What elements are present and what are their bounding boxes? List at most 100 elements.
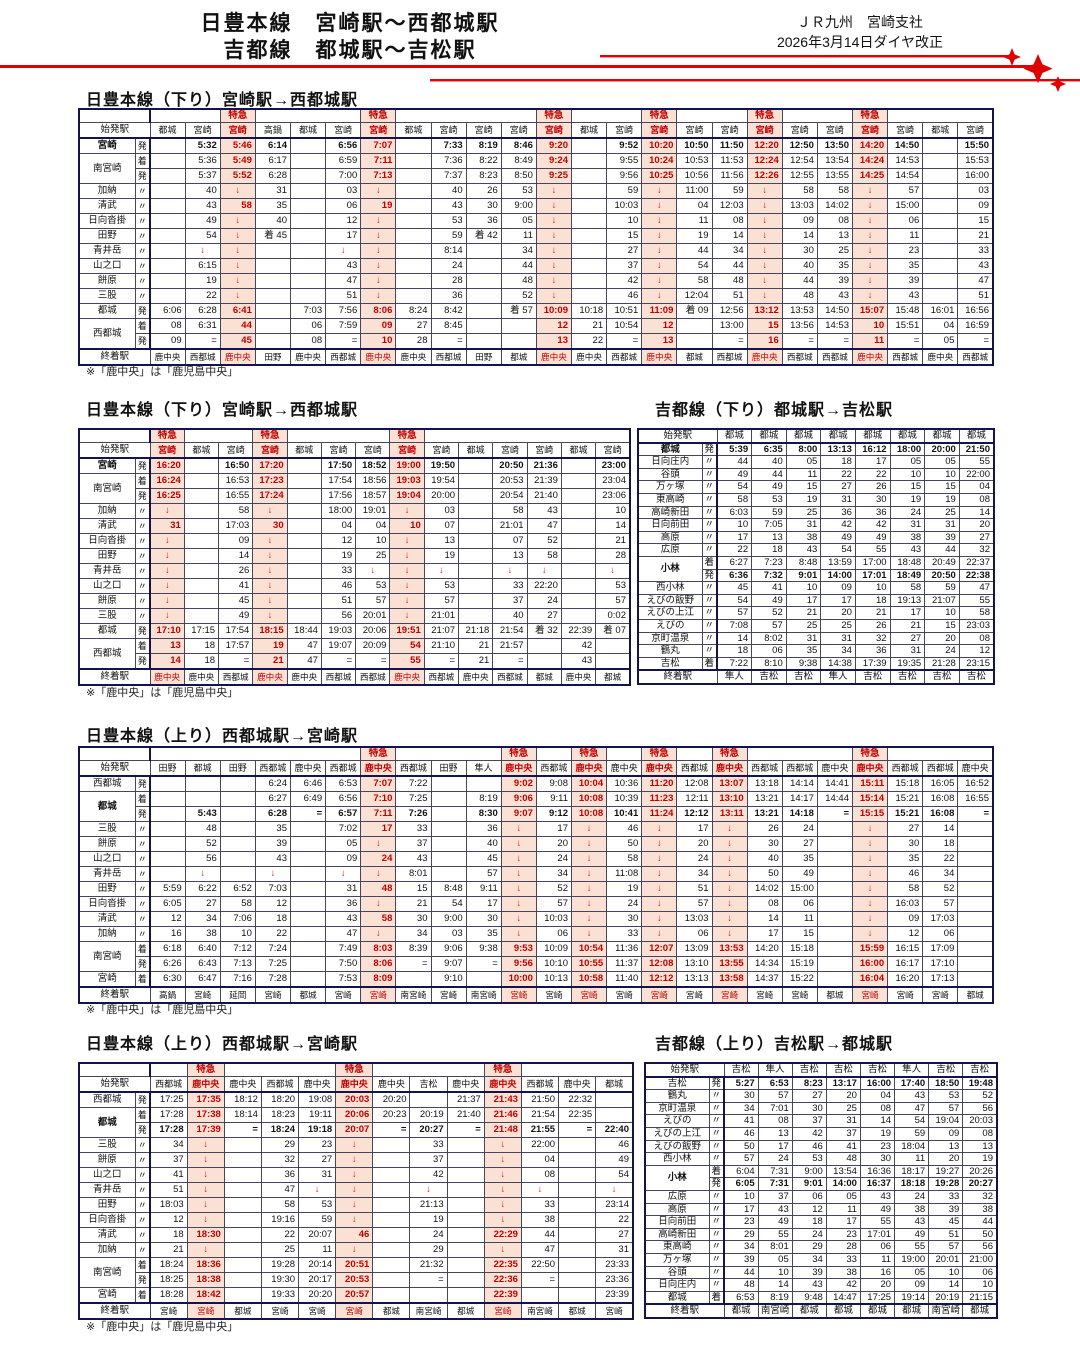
time-cell	[558, 1242, 597, 1258]
time-cell: ↓	[500, 926, 537, 942]
time-cell: ↓	[851, 866, 889, 882]
time-cell	[465, 243, 502, 259]
time-cell	[149, 791, 186, 807]
time-cell	[372, 1242, 411, 1258]
time-cell: 30	[606, 911, 643, 927]
time-cell: 13:12	[746, 303, 783, 319]
time-cell: 19:18	[298, 1122, 337, 1138]
section-title-kitto-down: 吉都線（下り）都城駅→吉松駅	[655, 402, 894, 419]
time-cell: ↓	[360, 213, 397, 229]
time-cell: 39	[816, 273, 854, 289]
station-cell: 吉松	[644, 1076, 710, 1091]
time-cell	[458, 533, 494, 549]
time-cell	[570, 228, 608, 244]
time-cell: 7:33	[430, 137, 467, 154]
time-cell: 13:17	[825, 1076, 861, 1091]
time-cell: 17	[785, 593, 822, 608]
time-cell: 11:40	[606, 971, 643, 988]
time-cell: 9:25	[535, 168, 573, 184]
time-cell: 18:30	[186, 1227, 225, 1243]
terminus-cell: 宮崎	[149, 1302, 188, 1320]
time-cell: 8:22	[465, 153, 502, 169]
terminus-cell: 南宮崎	[395, 986, 432, 1004]
time-cell: 10	[924, 467, 960, 482]
time-cell	[430, 866, 467, 882]
terminus-cell: 高鍋	[149, 986, 186, 1004]
time-cell: 43	[894, 1215, 930, 1229]
origin-cell: 都城	[889, 428, 926, 444]
terminus-cell: 都城	[962, 1303, 998, 1319]
time-cell: 56	[184, 851, 221, 867]
station-cell: 鶴丸	[644, 1089, 710, 1103]
time-cell: 39	[723, 1252, 759, 1267]
time-cell: 30	[887, 836, 924, 852]
time-cell	[183, 578, 220, 594]
origin-cell: 隼人	[465, 760, 502, 777]
terminus-cell: 宮崎	[570, 986, 608, 1004]
stop-mark-cell: 〃	[134, 183, 151, 199]
time-cell	[957, 956, 994, 972]
time-cell: 21:18	[458, 623, 494, 639]
time-cell: 20:20	[298, 1287, 337, 1304]
time-cell: 21	[395, 896, 432, 912]
time-cell	[560, 473, 597, 489]
time-cell: ↓	[535, 228, 573, 244]
origin-cell: 都城	[395, 122, 432, 139]
time-cell: 21	[252, 653, 288, 670]
time-cell: 48	[723, 1278, 759, 1292]
time-cell: 27	[887, 821, 924, 837]
origin-cell: 宮崎	[389, 442, 425, 459]
time-cell: 18:24	[149, 1257, 188, 1273]
origin-cell: 鹿中央	[372, 1076, 411, 1093]
express-label: 特急	[535, 108, 573, 123]
time-cell: ↓	[570, 896, 608, 912]
station-cell: 日向前田	[644, 1215, 710, 1229]
time-cell: 21	[595, 533, 631, 549]
origin-cell: 吉松	[859, 1062, 896, 1078]
comet-line-main	[0, 65, 1036, 68]
station-cell: 西都城	[78, 1091, 136, 1108]
time-cell: 9:08	[535, 775, 573, 792]
station-cell: 南宮崎	[78, 1257, 136, 1288]
express-label: 特急	[851, 108, 889, 123]
time-cell	[458, 457, 494, 474]
page-title-line1: 日豊本線 宮崎駅～西都城駅	[200, 12, 500, 35]
time-cell: 10	[889, 467, 926, 482]
time-cell: 10:03	[606, 198, 643, 214]
time-cell: 08	[520, 1167, 560, 1183]
blank-cell	[150, 1062, 188, 1077]
time-cell: 58	[360, 911, 397, 927]
time-cell: 50	[962, 1227, 998, 1242]
time-cell: ↓	[252, 593, 288, 609]
time-cell: 05	[825, 1189, 861, 1204]
time-cell: 14:53	[816, 318, 854, 334]
time-cell: 05	[325, 836, 362, 852]
station-row: えびの上江〃 57 52 21 20 21 17 10 58	[637, 606, 995, 620]
time-cell: 19:07	[320, 638, 357, 654]
time-cell: 05	[894, 1265, 930, 1280]
time-cell: 34	[723, 1240, 759, 1254]
time-cell	[558, 1137, 597, 1153]
time-cell: 05	[924, 455, 960, 469]
time-cell	[289, 956, 327, 972]
time-cell: ↓	[325, 866, 362, 882]
time-cell	[254, 243, 292, 259]
time-cell: 11	[298, 1242, 337, 1258]
terminus-cell: 鹿中央	[560, 668, 597, 686]
time-cell	[223, 1182, 262, 1198]
time-cell: 32	[854, 631, 891, 646]
time-cell: 57	[423, 593, 460, 609]
terminus-cell: 宮崎	[781, 986, 818, 1004]
origin-cell: 西都城	[781, 760, 818, 777]
time-cell: 52	[535, 881, 573, 897]
time-cell	[254, 303, 292, 319]
time-cell: 19:33	[260, 1287, 300, 1304]
time-cell: 8:46	[500, 137, 537, 154]
time-cell	[219, 806, 256, 822]
time-cell: 25	[785, 505, 822, 520]
time-cell: 8:19	[465, 791, 502, 807]
time-cell: 21:50	[520, 1091, 560, 1108]
time-cell: 18	[149, 1227, 188, 1243]
time-cell	[223, 1167, 262, 1183]
stop-mark-cell: 〃	[134, 518, 151, 534]
